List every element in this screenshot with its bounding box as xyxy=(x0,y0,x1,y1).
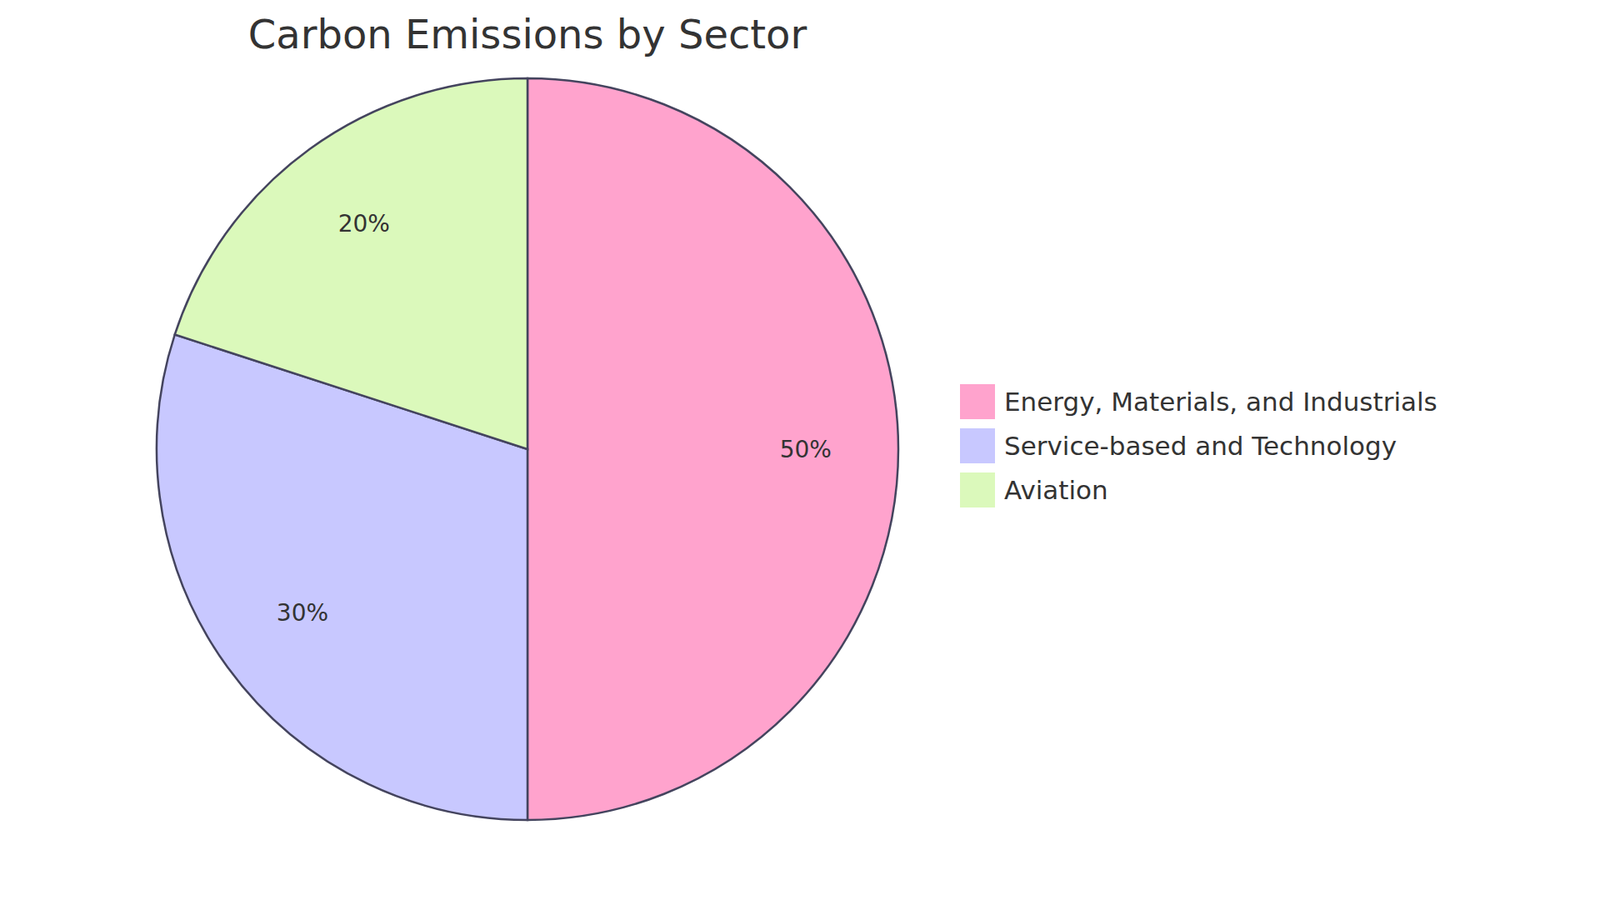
legend-swatch xyxy=(959,383,996,420)
legend-label: Aviation xyxy=(1004,475,1109,505)
pie-slice xyxy=(175,78,528,450)
pie xyxy=(156,78,899,820)
legend: Energy, Materials, and Industrials Servic… xyxy=(959,383,1438,509)
legend-swatch xyxy=(959,427,996,465)
pie-slice xyxy=(527,78,899,820)
legend-label: Service-based and Technology xyxy=(1004,430,1397,461)
chart: Carbon Emissions by Sector 50% 30% 20% Energ… xyxy=(0,0,1600,900)
data-labels: 50% 30% 20% xyxy=(276,210,832,626)
data-label: 20% xyxy=(338,210,390,238)
legend-swatch xyxy=(959,471,996,509)
data-label: 30% xyxy=(276,599,329,627)
data-label: 50% xyxy=(780,435,832,464)
chart-title: Carbon Emissions by Sector xyxy=(248,10,808,58)
legend-label: Energy, Materials, and Industrials xyxy=(1004,386,1438,417)
